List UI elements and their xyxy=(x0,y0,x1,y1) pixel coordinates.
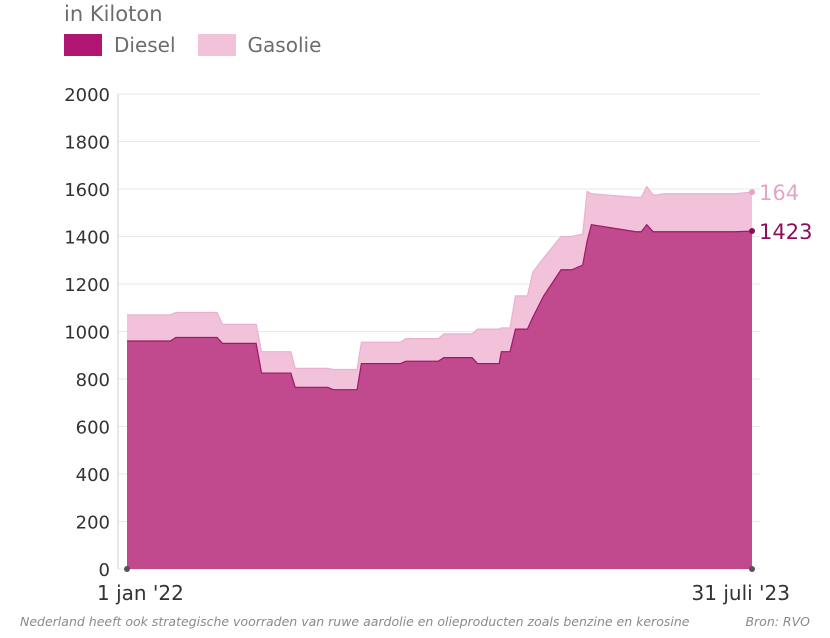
y-tick-label: 600 xyxy=(76,418,110,439)
line-gasolie xyxy=(127,185,753,371)
source-note: Bron: RVO xyxy=(745,614,810,629)
line-diesel xyxy=(127,223,753,391)
legend-label-diesel: Diesel xyxy=(114,33,176,57)
y-tick-label: 2000 xyxy=(64,85,110,106)
y-tick-label: 1800 xyxy=(64,133,110,154)
legend-item-gasolie: Gasolie xyxy=(197,33,322,57)
chart-legend: Diesel Gasolie xyxy=(64,33,343,57)
y-tick-label: 1600 xyxy=(64,180,110,201)
y-tick-label: 400 xyxy=(76,465,110,486)
legend-swatch-diesel xyxy=(64,34,102,56)
legend-item-diesel: Diesel xyxy=(64,33,176,57)
chart-subtitle: in Kiloton xyxy=(64,2,163,26)
y-tick-label: 1400 xyxy=(64,228,110,249)
end-marker-diesel xyxy=(749,228,755,235)
y-tick-label: 0 xyxy=(99,560,110,581)
legend-label-gasolie: Gasolie xyxy=(247,33,322,57)
footnote: Nederland heeft ook strategische voorrad… xyxy=(20,614,690,629)
x-start-dot xyxy=(124,566,130,572)
y-tick-label: 1000 xyxy=(64,323,110,344)
x-tick-label-start: 1 jan '22 xyxy=(97,581,184,605)
y-tick-label: 200 xyxy=(76,513,110,534)
y-tick-label: 1200 xyxy=(64,275,110,296)
legend-swatch-gasolie xyxy=(197,34,236,56)
x-tick-label-end: 31 juli '23 xyxy=(692,581,790,605)
end-label-diesel: 1423 xyxy=(759,220,812,244)
y-tick-label: 800 xyxy=(76,370,110,391)
chart-plot: 0 200 400 600 800 1000 1200 1400 1600 1800 2000 164… xyxy=(64,85,812,605)
x-end-dot xyxy=(749,566,755,572)
end-label-gasolie: 164 xyxy=(759,181,799,205)
area-diesel xyxy=(127,224,752,569)
end-marker-gasolie xyxy=(749,189,755,196)
area-gasolie xyxy=(127,186,752,390)
